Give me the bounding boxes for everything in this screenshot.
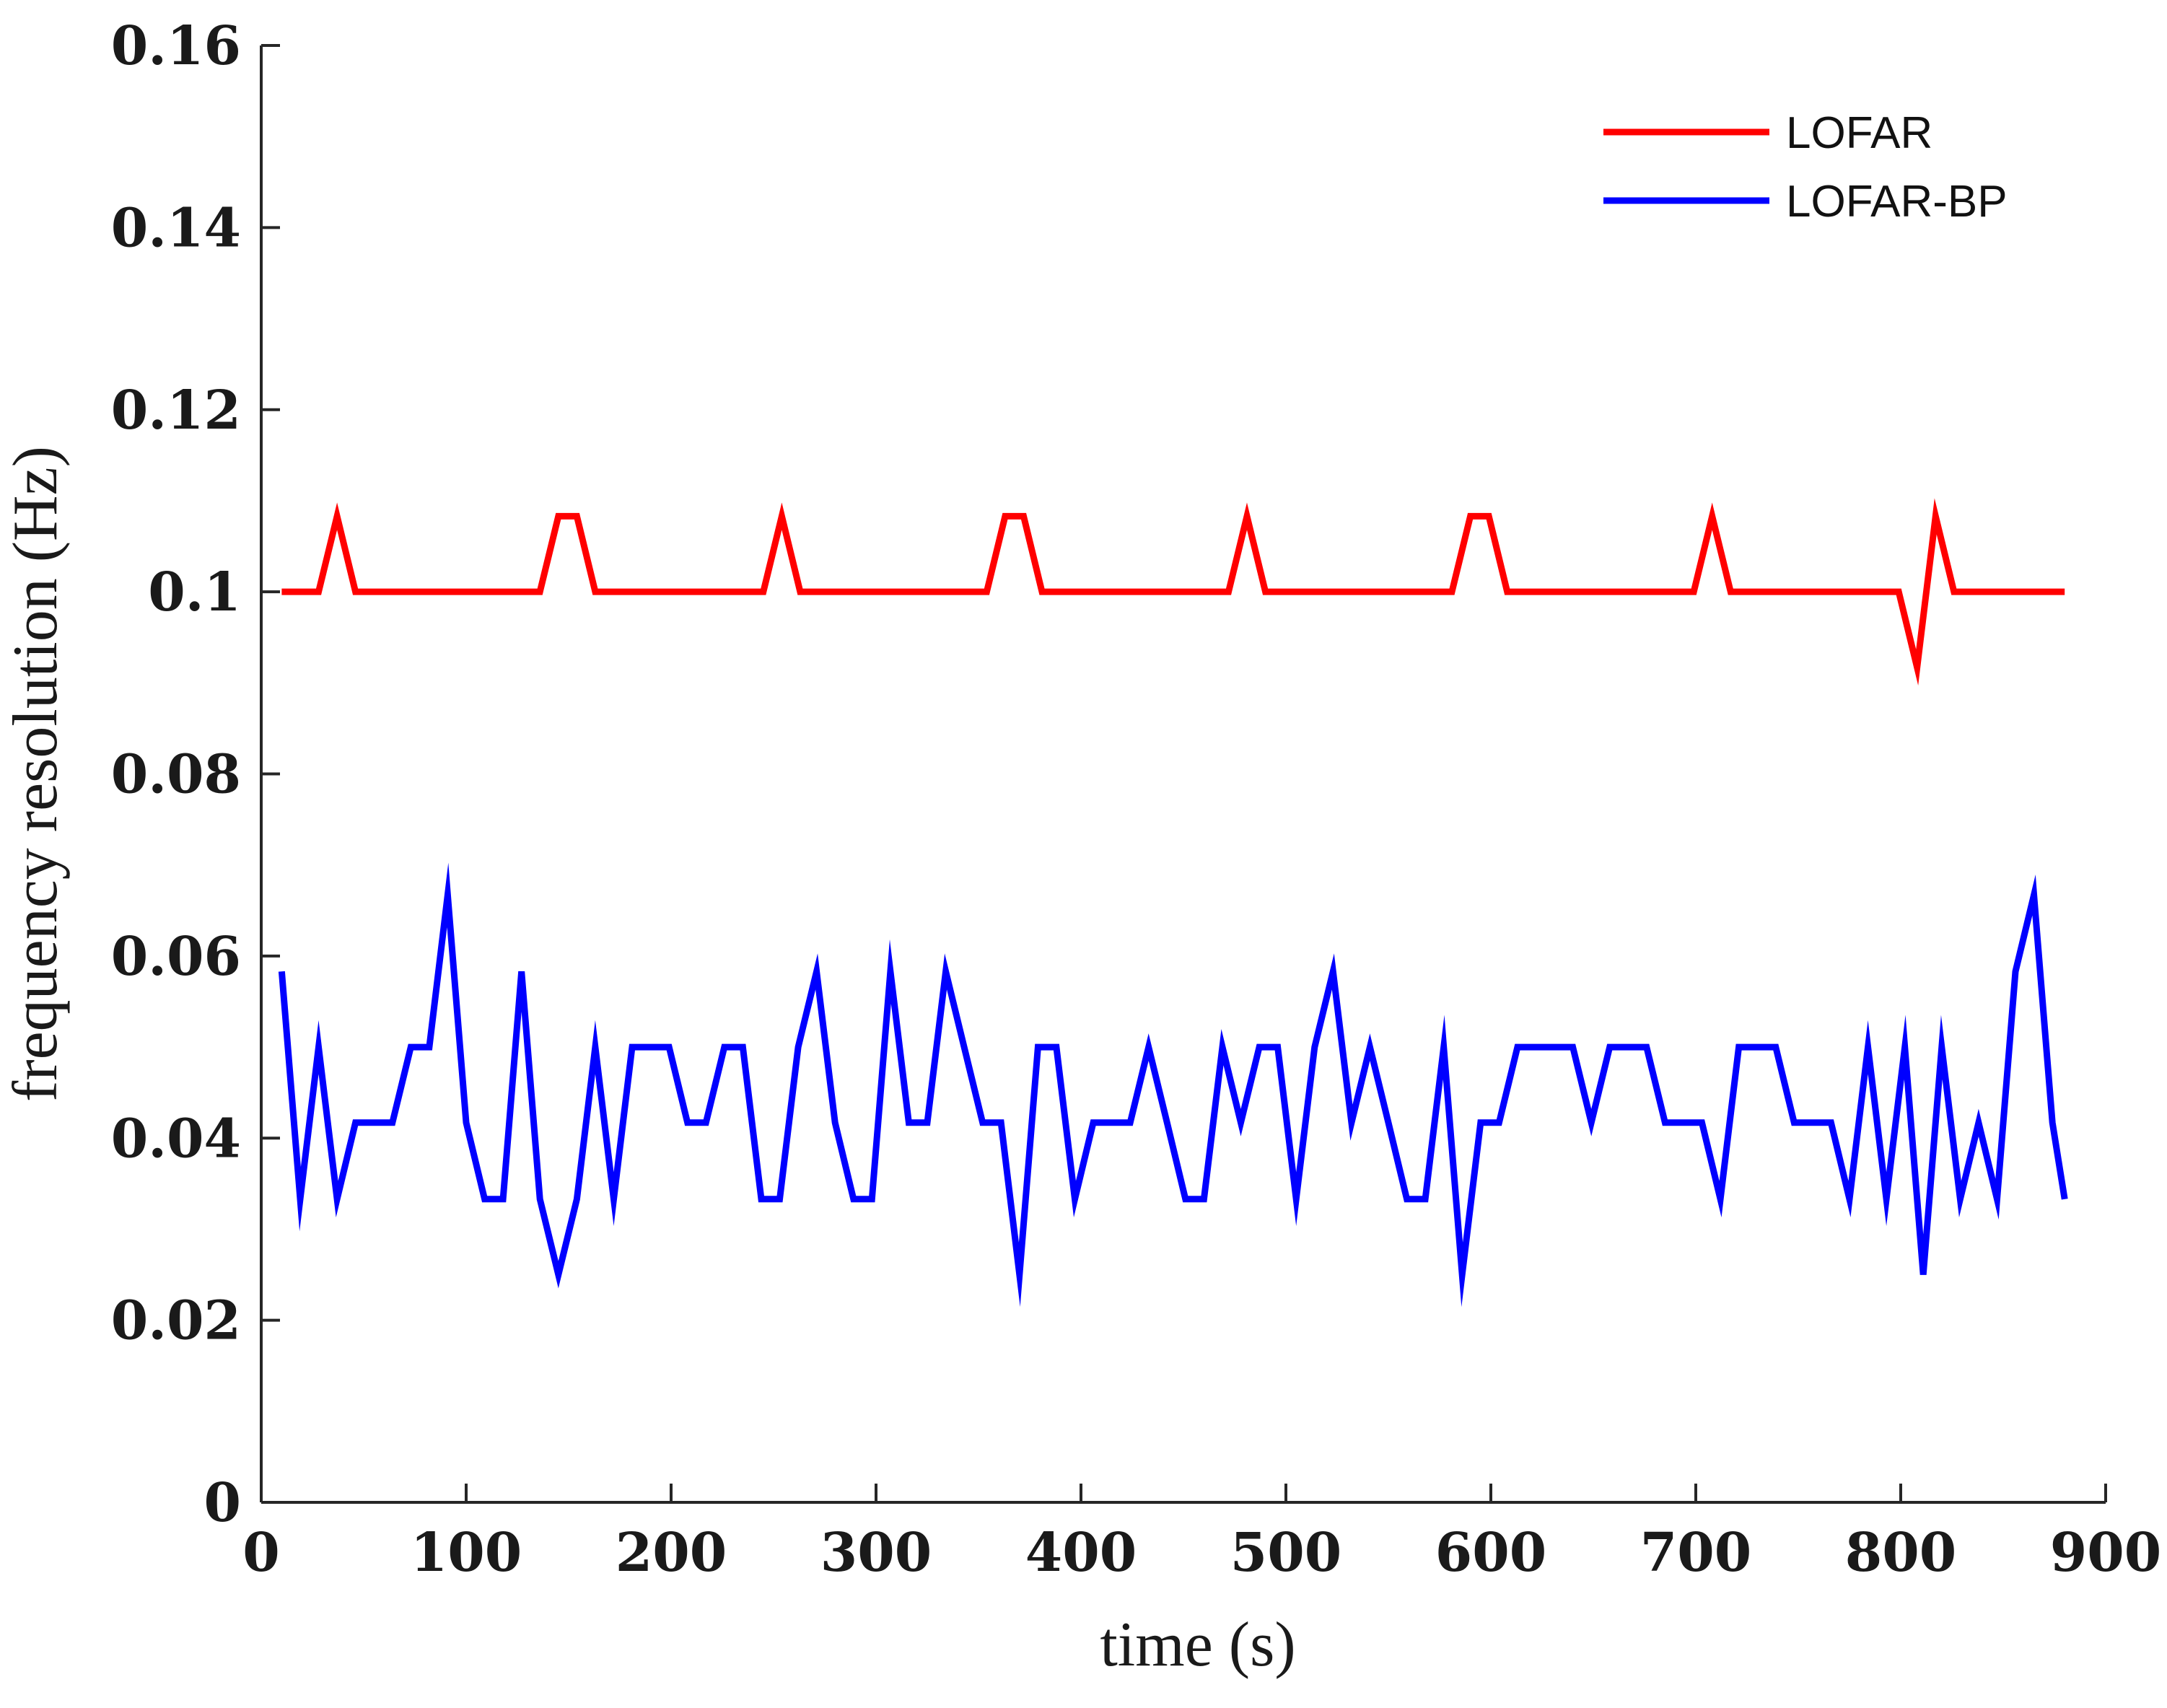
y-tick-label: 0.04 bbox=[111, 1108, 241, 1170]
y-tick-label: 0 bbox=[204, 1472, 242, 1534]
legend-label-lofar: LOFAR bbox=[1786, 108, 1932, 158]
series-line-lofar-bp bbox=[278, 862, 2068, 1308]
y-tick-label: 0.08 bbox=[111, 744, 241, 806]
y-axis-title: frequency resolution (Hz) bbox=[1, 446, 71, 1102]
legend: LOFAR LOFAR-BP bbox=[1603, 108, 2008, 227]
y-tick-label: 0.02 bbox=[111, 1290, 241, 1352]
x-tick-label: 0 bbox=[242, 1522, 280, 1584]
x-tick-label: 700 bbox=[1640, 1522, 1751, 1584]
y-tick-label: 0.12 bbox=[111, 380, 241, 442]
x-tick-label: 500 bbox=[1230, 1522, 1341, 1584]
x-tick-label: 100 bbox=[411, 1522, 522, 1584]
y-tick-label: 0.14 bbox=[111, 197, 241, 259]
x-tick-label: 800 bbox=[1845, 1522, 1956, 1584]
labels-layer: 0 100 200 300 400 500 600 700 800 900 0 0.02 0.04 0.0… bbox=[1, 15, 2161, 1680]
x-axis-title: time (s) bbox=[1100, 1610, 1295, 1680]
y-tick-label: 0.16 bbox=[111, 15, 241, 77]
axes-layer bbox=[260, 44, 2107, 1504]
x-tick-label: 900 bbox=[2050, 1522, 2161, 1584]
x-tick-label: 300 bbox=[820, 1522, 932, 1584]
series-layer bbox=[278, 498, 2068, 1308]
x-tick-label: 200 bbox=[616, 1522, 727, 1584]
legend-label-lofar-bp: LOFAR-BP bbox=[1786, 177, 2008, 227]
x-tick-label: 400 bbox=[1025, 1522, 1137, 1584]
y-tick-label: 0.06 bbox=[111, 926, 241, 988]
series-line-lofar bbox=[281, 498, 2065, 686]
y-tick-label: 0.1 bbox=[148, 561, 241, 623]
x-tick-label: 600 bbox=[1435, 1522, 1546, 1584]
